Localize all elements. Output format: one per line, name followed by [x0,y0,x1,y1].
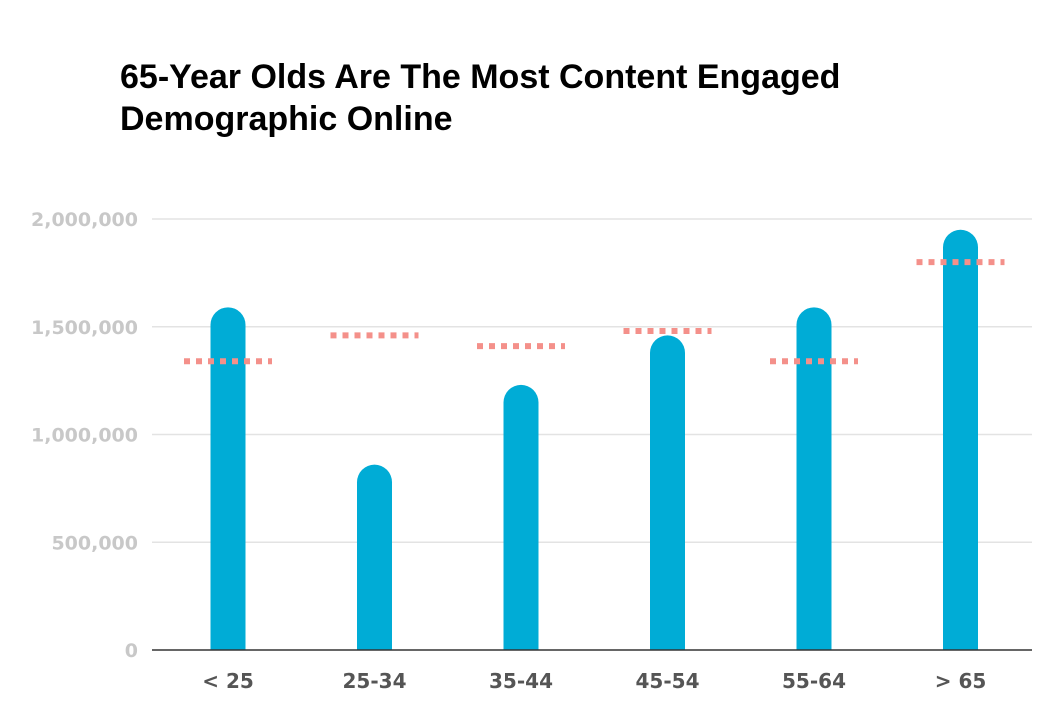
y-tick-label: 0 [125,640,138,662]
benchmark-markers [184,259,1005,365]
y-tick-label: 1,500,000 [31,317,138,339]
x-category-label: > 65 [935,669,987,693]
y-tick-label: 2,000,000 [31,209,138,231]
y-tick-label: 1,000,000 [31,425,138,447]
x-category-label: 25-34 [343,669,407,693]
chart-title: 65-Year Olds Are The Most Content Engage… [120,56,1020,140]
chart-title-line-2: Demographic Online [120,100,453,138]
bar-1 [357,464,392,650]
bars [210,229,978,650]
gridlines [152,218,1032,543]
bar-4 [796,307,832,650]
chart-title-line-1: 65-Year Olds Are The Most Content Engage… [120,58,841,96]
bar-2 [503,384,539,650]
y-tick-label: 500,000 [51,532,138,554]
x-category-label: < 25 [202,669,254,693]
bar-3 [650,335,685,650]
x-category-label: 55-64 [782,669,846,693]
bar-0 [210,307,246,650]
x-category-label: 35-44 [489,669,553,693]
x-category-label: 45-54 [636,669,700,693]
x-axis-category-labels: < 25 25-34 35-44 45-54 55-64 > 65 [202,669,986,693]
bar-5 [943,229,978,650]
y-axis-tick-labels: 0 500,000 1,000,000 1,500,000 2,000,000 [31,209,138,662]
